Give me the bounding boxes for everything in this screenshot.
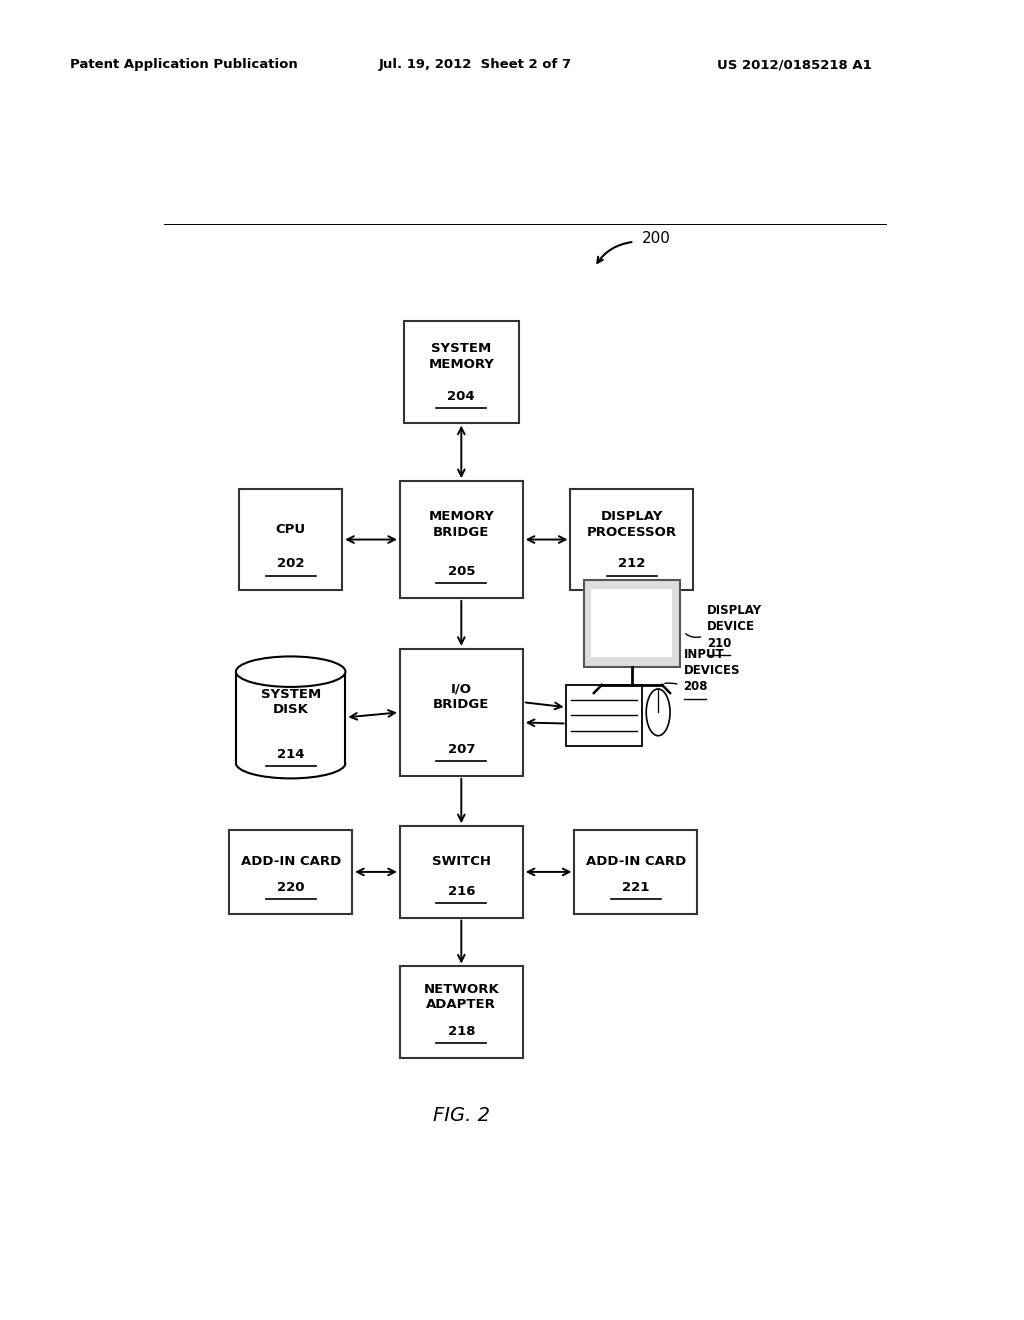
Text: 207: 207 (447, 743, 475, 756)
Bar (566, 685, 642, 746)
Text: 205: 205 (447, 565, 475, 578)
Bar (585, 581, 680, 667)
Text: ADD-IN CARD: ADD-IN CARD (586, 855, 686, 869)
Text: Jul. 19, 2012  Sheet 2 of 7: Jul. 19, 2012 Sheet 2 of 7 (379, 58, 572, 71)
Text: 220: 220 (276, 880, 304, 894)
Text: I/O
BRIDGE: I/O BRIDGE (433, 682, 489, 711)
Text: 208: 208 (684, 680, 708, 693)
Text: 221: 221 (623, 880, 649, 894)
Text: CPU: CPU (275, 523, 306, 536)
Text: ADD-IN CARD: ADD-IN CARD (241, 855, 341, 869)
Text: SYSTEM
DISK: SYSTEM DISK (260, 688, 321, 717)
Bar (574, 830, 697, 913)
Text: 216: 216 (447, 884, 475, 898)
Text: 210: 210 (708, 636, 732, 649)
Text: Patent Application Publication: Patent Application Publication (70, 58, 297, 71)
Text: 204: 204 (447, 389, 475, 403)
Text: SWITCH: SWITCH (432, 855, 490, 869)
Text: SYSTEM
MEMORY: SYSTEM MEMORY (428, 342, 495, 371)
Text: 200: 200 (641, 231, 671, 247)
Bar (570, 488, 693, 590)
Text: INPUT: INPUT (684, 648, 724, 661)
Text: 214: 214 (276, 747, 304, 760)
Text: DEVICES: DEVICES (684, 664, 740, 677)
Text: 212: 212 (618, 557, 645, 570)
Bar (399, 649, 523, 776)
Bar (403, 321, 519, 422)
Text: US 2012/0185218 A1: US 2012/0185218 A1 (717, 58, 871, 71)
Text: DISPLAY
PROCESSOR: DISPLAY PROCESSOR (587, 510, 677, 539)
Text: 218: 218 (447, 1026, 475, 1038)
Bar (236, 672, 345, 763)
Bar (399, 826, 523, 917)
Text: DEVICE: DEVICE (708, 620, 756, 634)
Text: FIG. 2: FIG. 2 (433, 1106, 489, 1126)
Text: 202: 202 (276, 557, 304, 570)
Text: NETWORK
ADAPTER: NETWORK ADAPTER (424, 982, 499, 1011)
Text: MEMORY
BRIDGE: MEMORY BRIDGE (428, 510, 495, 539)
Bar (592, 589, 673, 657)
Bar (399, 966, 523, 1057)
Bar (399, 480, 523, 598)
Text: DISPLAY: DISPLAY (708, 605, 763, 618)
Bar (229, 830, 352, 913)
Ellipse shape (646, 689, 670, 735)
Bar (239, 488, 342, 590)
Ellipse shape (236, 656, 345, 686)
